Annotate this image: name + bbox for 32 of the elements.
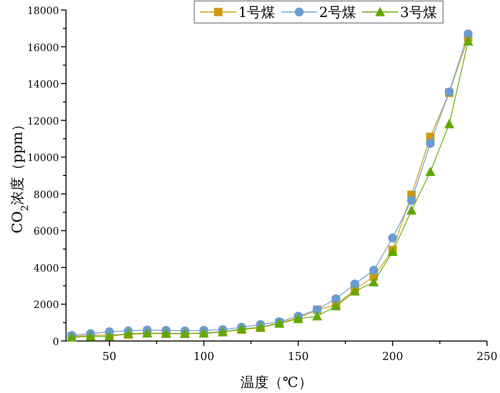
y-tick-label: 4000 [34, 263, 59, 274]
point [406, 196, 416, 205]
x-axis-title: 温度（℃） [240, 375, 312, 391]
y-tick-label: 10000 [27, 153, 59, 164]
legend-label: 3号煤 [400, 5, 437, 21]
y-tick-label: 12000 [27, 116, 59, 128]
point [425, 166, 436, 176]
y-tick-label: 16000 [27, 42, 59, 54]
point [331, 294, 340, 304]
y-tick-label: 0 [52, 337, 59, 348]
point [388, 234, 398, 243]
x-tick-label: 200 [382, 350, 404, 363]
point [406, 205, 416, 215]
y-tick-label: 8000 [34, 190, 59, 201]
point [369, 266, 378, 275]
legend-label: 1号煤 [238, 5, 276, 21]
y-tick-label: 18000 [27, 6, 59, 17]
y-tick-label: 2000 [34, 300, 59, 312]
point [426, 138, 435, 148]
point [463, 36, 474, 46]
point [312, 310, 322, 320]
x-tick-label: 250 [476, 350, 498, 363]
y-tick-label: 6000 [34, 226, 59, 238]
point [464, 29, 473, 38]
x-tick-label: 150 [288, 350, 309, 363]
point [350, 279, 360, 288]
y-tick-label: 14000 [27, 80, 59, 91]
point [444, 118, 454, 128]
legend-label: 2号煤 [319, 5, 356, 21]
point [368, 276, 379, 286]
x-tick-label: 100 [193, 350, 214, 363]
x-tick-label: 50 [102, 350, 116, 363]
